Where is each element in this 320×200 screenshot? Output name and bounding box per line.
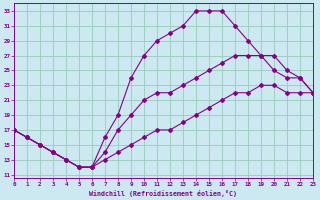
X-axis label: Windchill (Refroidissement éolien,°C): Windchill (Refroidissement éolien,°C) bbox=[90, 190, 237, 197]
